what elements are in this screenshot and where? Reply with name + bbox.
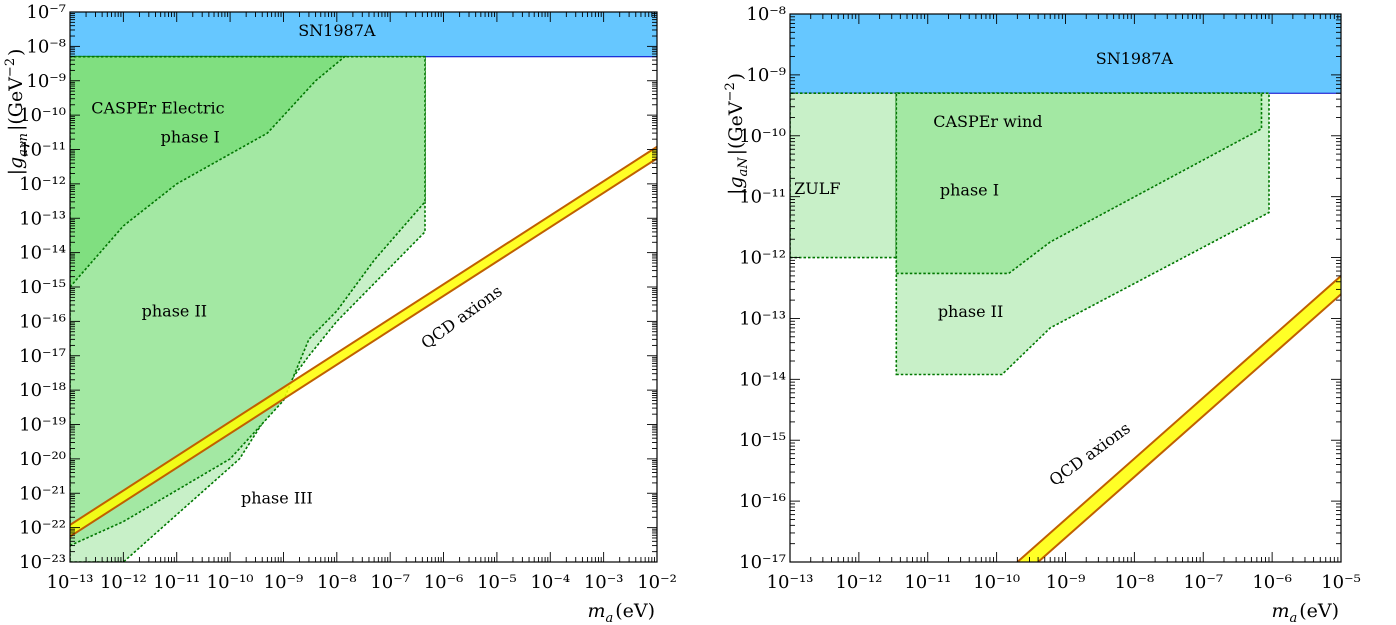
annotation-phase-i: phase I — [940, 180, 999, 199]
y-tick-label: 10⁻¹⁹ — [19, 415, 66, 436]
x-tick-label: 10⁻⁴ — [530, 572, 570, 593]
qcd-band-edge-lower — [70, 157, 657, 538]
qcd-band-edge-lower — [1037, 293, 1341, 562]
annotation-casper-electric: CASPEr Electric — [91, 99, 224, 118]
x-axis-title: ma (eV) — [588, 600, 656, 625]
y-tick-label: 10⁻¹³ — [739, 308, 786, 329]
y-tick-label: 10⁻¹⁷ — [739, 552, 786, 573]
x-tick-label: 10⁻¹² — [835, 572, 882, 593]
y-tick-label: 10⁻¹⁶ — [19, 311, 66, 332]
y-tick-label: 10⁻⁹ — [746, 65, 786, 86]
qcd-axion-band — [70, 146, 657, 537]
y-tick-label: 10⁻¹⁰ — [739, 126, 786, 147]
y-tick-label: 10⁻¹³ — [19, 208, 66, 229]
x-tick-label: 10⁻⁶ — [424, 572, 464, 593]
annotation-sn1987a: SN1987A — [1096, 49, 1174, 68]
x-tick-label: 10⁻¹⁰ — [973, 572, 1020, 593]
x-tick-label: 10⁻² — [637, 572, 677, 593]
x-tick-label: 10⁻⁸ — [1115, 572, 1155, 593]
annotation-sn1987a: SN1987A — [298, 21, 376, 40]
x-tick-label: 10⁻⁸ — [317, 572, 357, 593]
x-tick-label: 10⁻⁶ — [1252, 572, 1292, 593]
y-tick-label: 10⁻²² — [19, 518, 66, 539]
annotation-phase-ii: phase II — [142, 301, 208, 320]
x-tick-label: 10⁻⁹ — [1046, 572, 1086, 593]
y-tick-label: 10⁻¹⁰ — [19, 105, 66, 126]
y-axis-title: |gaN |(GeV−2 ) — [723, 73, 751, 195]
plot-area — [790, 14, 1341, 562]
annotation-phase-ii: phase II — [938, 302, 1004, 321]
y-tick-label: 10⁻¹² — [19, 174, 66, 195]
region-sn1987a — [790, 14, 1341, 94]
y-tick-label: 10⁻⁹ — [26, 71, 66, 92]
y-tick-label: 10⁻²⁰ — [19, 449, 66, 470]
annotation-casper-wind: CASPEr wind — [933, 112, 1042, 131]
region-zulf — [790, 92, 898, 259]
y-tick-label: 10⁻⁷ — [26, 2, 66, 23]
x-tick-label: 10⁻¹² — [100, 572, 147, 593]
x-tick-label: 10⁻¹¹ — [153, 572, 200, 593]
x-tick-label: 10⁻³ — [584, 572, 624, 593]
y-tick-label: 10⁻¹⁵ — [739, 430, 786, 451]
y-tick-label: 10⁻⁸ — [26, 36, 66, 57]
y-tick-label: 10⁻¹⁴ — [19, 243, 66, 264]
plot-area — [70, 12, 657, 562]
y-tick-label: 10⁻¹¹ — [19, 140, 66, 161]
annotation-phase-i: phase I — [161, 127, 220, 146]
y-tick-label: 10⁻¹² — [739, 248, 786, 269]
axis-ticks — [789, 13, 1342, 563]
x-tick-label: 10⁻⁵ — [1321, 572, 1361, 593]
region-sn1987a — [70, 12, 657, 58]
annotation-phase-iii: phase III — [241, 489, 313, 508]
y-tick-label: 10⁻¹⁸ — [19, 380, 66, 401]
y-axis-title: |gaγn |(GeV−2 ) — [3, 49, 31, 176]
x-tick-label: 10⁻⁷ — [370, 572, 410, 593]
y-tick-label: 10⁻²³ — [19, 552, 66, 573]
y-tick-label: 10⁻¹⁵ — [19, 277, 66, 298]
y-tick-label: 10⁻¹⁴ — [739, 369, 786, 390]
x-axis-title: ma (eV) — [1272, 600, 1340, 625]
chart-panel-1: SN1987A CASPEr Electric phase I phase II pha… — [3, 2, 677, 625]
qcd-band-edge-upper — [1016, 275, 1341, 562]
y-tick-label: 10⁻⁸ — [746, 4, 786, 25]
x-tick-label: 10⁻¹³ — [47, 572, 94, 593]
x-tick-label: 10⁻¹⁰ — [207, 572, 254, 593]
region-phase-i — [70, 55, 347, 289]
x-tick-label: 10⁻¹¹ — [904, 572, 951, 593]
x-tick-label: 10⁻⁷ — [1183, 572, 1223, 593]
x-tick-label: 10⁻¹³ — [767, 572, 814, 593]
x-tick-label: 10⁻⁵ — [477, 572, 517, 593]
annotation-zulf: ZULF — [794, 179, 840, 198]
qcd-band-edge-upper — [70, 145, 657, 526]
y-tick-label: 10⁻¹⁷ — [19, 346, 66, 367]
region-phase-i — [895, 92, 1263, 275]
y-tick-label: 10⁻¹¹ — [739, 187, 786, 208]
x-tick-label: 10⁻⁹ — [264, 572, 304, 593]
y-tick-label: 10⁻¹⁶ — [739, 491, 786, 512]
axis-ticks — [69, 11, 658, 563]
y-tick-label: 10⁻²¹ — [19, 483, 66, 504]
